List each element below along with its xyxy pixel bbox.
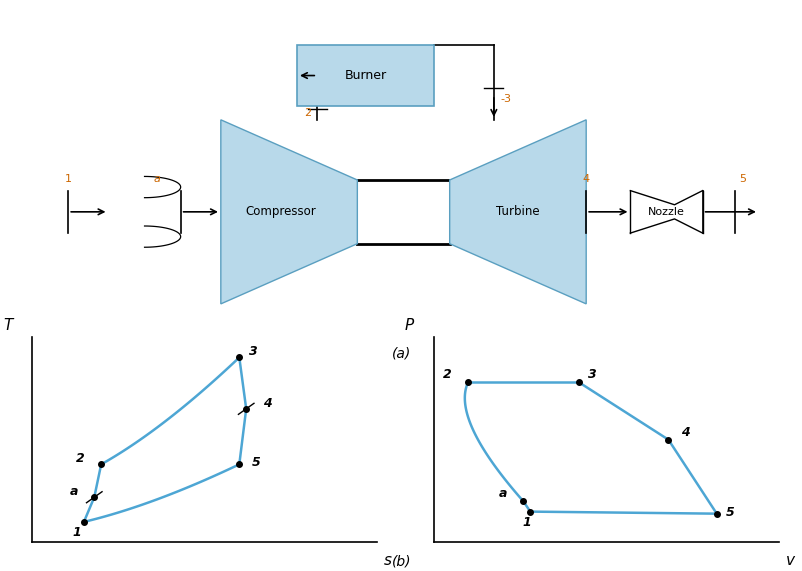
Polygon shape [449,120,585,304]
Text: 4: 4 [680,425,689,439]
FancyBboxPatch shape [297,46,433,106]
Text: -3: -3 [500,94,511,103]
Text: 1: 1 [72,526,81,539]
Text: Turbine: Turbine [496,206,539,218]
Text: 1: 1 [65,174,71,183]
Text: 2: 2 [76,452,85,465]
Text: (a): (a) [391,347,411,360]
Text: 5: 5 [725,506,734,518]
Text: a: a [153,174,160,183]
Text: 5: 5 [252,456,261,469]
Text: 1: 1 [522,516,531,529]
Text: (b): (b) [391,554,411,568]
Text: 3: 3 [587,368,596,381]
Text: T: T [3,318,13,333]
Text: Nozzle: Nozzle [647,207,684,217]
Text: 2: 2 [303,108,310,118]
Text: P: P [404,318,414,333]
Text: Compressor: Compressor [245,206,316,218]
Text: s: s [384,553,392,568]
Polygon shape [221,120,357,304]
Text: a: a [498,487,506,500]
Text: Burner: Burner [344,69,386,82]
Text: a: a [69,485,78,498]
Text: 3: 3 [249,345,257,359]
Text: 4: 4 [582,174,589,183]
Text: 2: 2 [443,368,452,381]
Text: 4: 4 [262,397,271,410]
Text: 5: 5 [739,174,745,183]
Text: v: v [785,553,794,568]
